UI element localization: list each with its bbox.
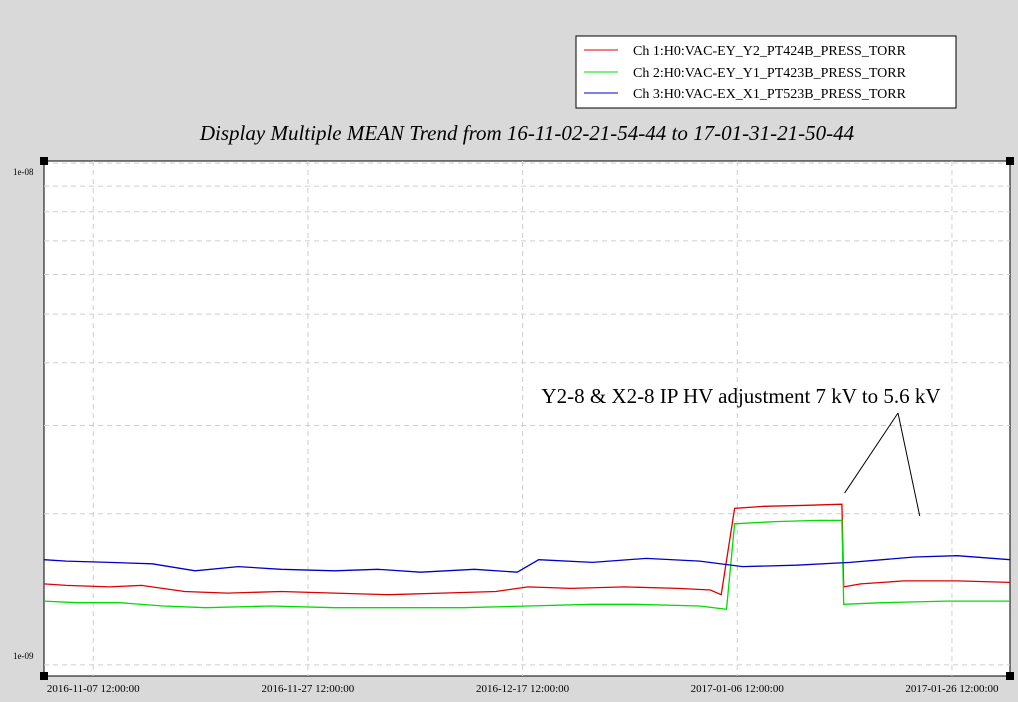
y-tick-label-bottom: 1e-09 xyxy=(13,651,34,661)
annotation-text: Y2-8 & X2-8 IP HV adjustment 7 kV to 5.6… xyxy=(541,384,940,408)
resize-handle-tl[interactable] xyxy=(40,157,48,165)
x-tick-label: 2016-11-07 12:00:00 xyxy=(47,683,140,695)
annotation-pointer-right xyxy=(897,412,921,517)
plot-area xyxy=(43,160,1011,677)
annotation-pointer-left xyxy=(844,412,899,494)
resize-handle-br[interactable] xyxy=(1006,672,1014,680)
legend-label-ch3: Ch 3:H0:VAC-EX_X1_PT523B_PRESS_TORR xyxy=(633,87,907,102)
x-tick-label: 2016-11-27 12:00:00 xyxy=(262,683,355,695)
resize-handle-bl[interactable] xyxy=(40,672,48,680)
legend-box xyxy=(575,35,957,109)
grid xyxy=(44,161,1010,676)
legend-label-ch1: Ch 1:H0:VAC-EY_Y2_PT424B_PRESS_TORR xyxy=(633,44,907,59)
legend-label-ch2: Ch 2:H0:VAC-EY_Y1_PT423B_PRESS_TORR xyxy=(633,66,907,81)
x-tick-label: 2017-01-26 12:00:00 xyxy=(905,683,999,695)
y-tick-label-top: 1e-08 xyxy=(13,167,34,177)
chart-title: Display Multiple MEAN Trend from 16-11-0… xyxy=(199,121,855,145)
x-tick-label: 2017-01-06 12:00:00 xyxy=(691,683,785,695)
series-layer xyxy=(43,503,1011,611)
legend: Ch 1:H0:VAC-EY_Y2_PT424B_PRESS_TORR Ch 2… xyxy=(575,35,957,109)
series-line-ch3 xyxy=(43,555,1011,573)
resize-handle-tr[interactable] xyxy=(1006,157,1014,165)
x-tick-label: 2016-12-17 12:00:00 xyxy=(476,683,570,695)
